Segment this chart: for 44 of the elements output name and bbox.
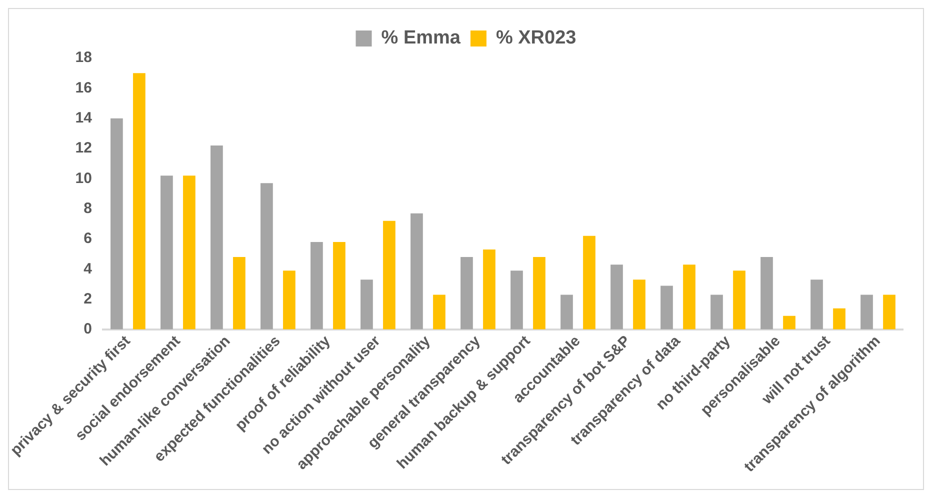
bar	[260, 183, 273, 330]
bar	[233, 257, 246, 330]
bar	[760, 257, 773, 330]
bar	[110, 118, 123, 330]
y-tick-label: 14	[75, 109, 93, 126]
bar	[183, 176, 196, 330]
y-tick-label: 6	[84, 230, 92, 248]
bar	[733, 270, 746, 330]
bar	[133, 73, 146, 330]
bar	[210, 145, 223, 330]
bar	[410, 213, 423, 330]
bar	[460, 257, 473, 330]
y-tick-label: 0	[84, 320, 92, 338]
bar	[560, 294, 573, 330]
bar	[833, 308, 846, 330]
legend-label: % XR023	[496, 28, 576, 49]
bar	[433, 294, 446, 330]
y-tick-label: 16	[75, 79, 92, 96]
bar	[160, 176, 173, 330]
bar	[783, 316, 796, 330]
bar	[533, 257, 546, 330]
legend-label: % Emma	[381, 28, 461, 49]
bar	[283, 270, 296, 330]
bar	[583, 236, 596, 330]
bar	[883, 294, 896, 330]
bar	[510, 270, 523, 330]
y-tick-label: 8	[84, 200, 92, 217]
y-tick-label: 4	[84, 260, 93, 278]
bar	[483, 250, 496, 330]
bar	[633, 280, 646, 330]
bar	[660, 286, 673, 330]
y-tick-label: 2	[84, 290, 92, 308]
bar	[710, 294, 723, 330]
y-tick-label: 18	[75, 49, 92, 66]
bar	[333, 242, 346, 330]
bar	[310, 242, 323, 330]
bar	[383, 220, 396, 330]
bar	[860, 294, 873, 330]
y-tick-label: 10	[75, 170, 92, 187]
bar	[360, 280, 373, 330]
y-tick-label: 12	[75, 140, 92, 157]
bar	[683, 264, 696, 330]
bar	[810, 280, 823, 330]
bar	[610, 264, 623, 330]
